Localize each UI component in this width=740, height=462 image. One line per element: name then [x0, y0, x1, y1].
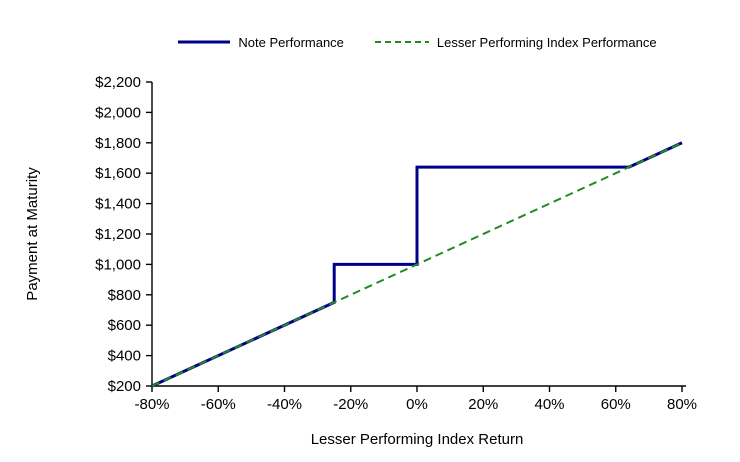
y-tick-label: $1,600	[95, 165, 141, 182]
chart-legend: Note Performance Lesser Performing Index…	[152, 33, 682, 51]
y-tick-label: $1,800	[95, 135, 141, 152]
y-tick-label: $1,400	[95, 196, 141, 213]
dashed-line-swatch-icon	[374, 41, 429, 43]
legend-label-index-performance: Lesser Performing Index Performance	[436, 34, 657, 50]
solid-line-swatch-icon	[178, 40, 231, 44]
y-tick-label: $800	[108, 287, 141, 304]
x-tick-label: 60%	[601, 396, 631, 413]
y-tick-label: $2,200	[95, 74, 141, 91]
y-tick-label: $1,000	[95, 256, 141, 273]
y-tick-label: $1,200	[95, 226, 141, 243]
x-tick-label: 40%	[534, 396, 564, 413]
x-axis-title: Lesser Performing Index Return	[311, 431, 524, 448]
x-tick-label: -40%	[267, 396, 302, 413]
y-tick-label: $2,000	[95, 104, 141, 121]
x-tick-label: 80%	[667, 396, 697, 413]
x-tick-label: -20%	[333, 396, 368, 413]
y-tick-label: $200	[108, 378, 141, 395]
x-tick-label: 20%	[468, 396, 498, 413]
x-tick-label: -60%	[201, 396, 236, 413]
legend-item-index-performance: Lesser Performing Index Performance	[374, 35, 657, 50]
y-tick-label: $600	[108, 317, 141, 334]
legend-label-note-performance: Note Performance	[238, 34, 344, 50]
x-tick-label: 0%	[406, 396, 428, 413]
legend-item-note-performance: Note Performance	[177, 35, 344, 50]
x-tick-label: -80%	[134, 396, 169, 413]
y-axis-title: Payment at Maturity	[24, 167, 41, 301]
y-tick-label: $400	[108, 348, 141, 365]
series-line-lesser-performing-index-performance	[151, 141, 683, 387]
